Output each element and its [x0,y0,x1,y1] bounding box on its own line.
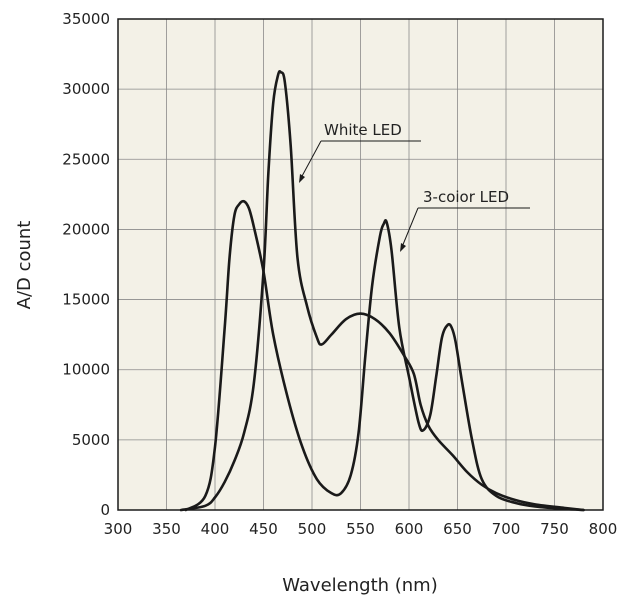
white-led-arrowhead [299,174,305,183]
annotation-3-color-led: 3-coior LED [423,188,509,206]
y-tick-label: 20000 [62,220,110,238]
series-line-white-led [179,70,585,512]
y-tick-label: 5000 [72,431,110,449]
y-tick-label: 0 [100,501,110,519]
x-tick-label: 550 [346,520,375,538]
plot-frame [117,18,604,511]
y-tick-label: 10000 [62,361,110,379]
series-line-3-color-led [184,199,585,512]
x-tick-label: 450 [249,520,278,538]
series-lines [179,70,585,512]
x-tick-label: 300 [104,520,133,538]
x-tick-label: 400 [201,520,230,538]
y-tick-label: 25000 [62,150,110,168]
x-tick-label: 650 [443,520,472,538]
annotation-white-led: White LED [324,121,402,139]
x-tick-label: 750 [540,520,569,538]
x-axis-label: Wavelength (nm) [282,575,438,596]
y-tick-labels: 0 5000 10000 15000 20000 25000 30000 35000 [62,10,110,519]
x-tick-labels: 300 350 400 450 500 550 600 650 700 750 800 [104,520,618,538]
x-tick-label: 500 [298,520,327,538]
annotations: White LED 3-coior LED [299,121,530,252]
x-tick-label: 800 [589,520,618,538]
y-tick-label: 35000 [62,10,110,28]
y-tick-label: 15000 [62,291,110,309]
y-tick-label: 30000 [62,80,110,98]
x-tick-label: 700 [492,520,521,538]
three-color-led-leader-line-diagonal [401,207,419,248]
y-axis-label: A/D count [14,221,35,310]
white-led-leader-line-diagonal [300,140,322,179]
three-color-led-arrowhead [400,243,406,252]
x-tick-label: 350 [152,520,181,538]
x-tick-label: 600 [395,520,424,538]
